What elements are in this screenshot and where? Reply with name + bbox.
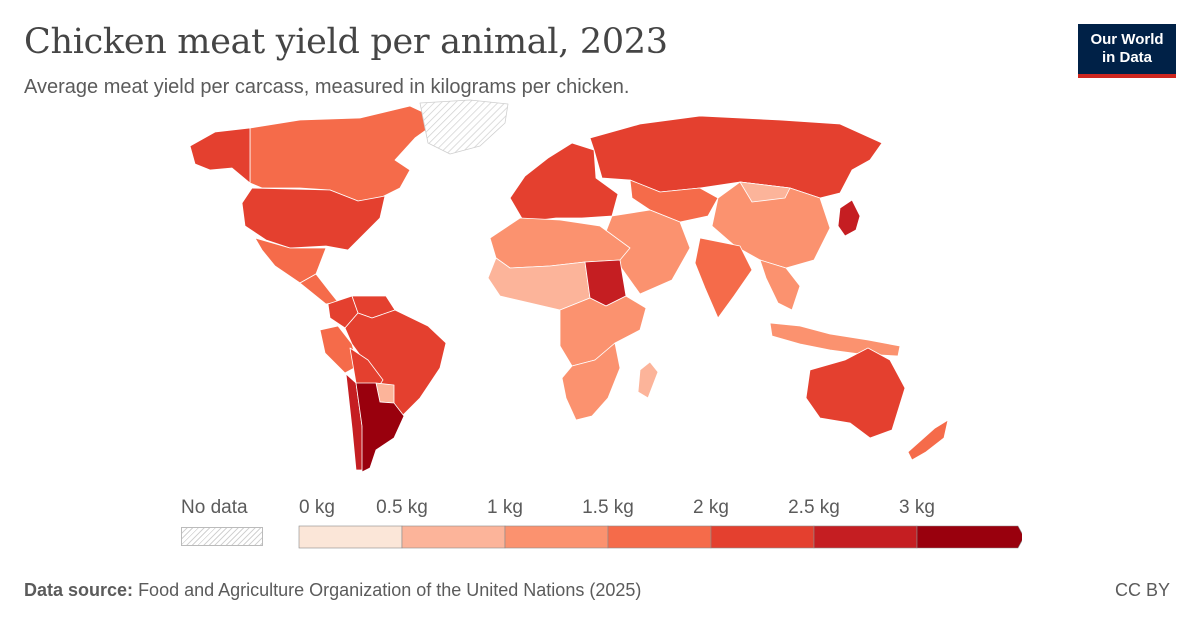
logo-line-1: Our World xyxy=(1090,31,1164,48)
region-europe[interactable] xyxy=(509,142,619,223)
region-united-states[interactable] xyxy=(241,187,386,251)
legend-bin-1[interactable] xyxy=(401,525,506,549)
legend-bin-2[interactable] xyxy=(504,525,609,549)
region-russia[interactable] xyxy=(589,115,883,199)
world-map xyxy=(189,99,949,473)
chart-subtitle: Average meat yield per carcass, measured… xyxy=(24,76,630,98)
region-central-africa[interactable] xyxy=(559,295,647,367)
region-mongolia[interactable] xyxy=(739,181,791,203)
region-new-zealand[interactable] xyxy=(907,419,949,461)
region-brazil[interactable] xyxy=(344,309,447,421)
region-southern-africa[interactable] xyxy=(561,342,621,421)
legend-tick-5: 2.5 kg xyxy=(788,497,840,518)
region-southeast-asia[interactable] xyxy=(759,259,801,311)
legend-bin-5[interactable] xyxy=(813,525,918,549)
legend-bin-3[interactable] xyxy=(607,525,712,549)
region-japan[interactable] xyxy=(837,199,861,237)
legend-color-bar xyxy=(298,525,1022,549)
region-alaska[interactable] xyxy=(189,127,251,184)
region-australia[interactable] xyxy=(805,347,906,439)
legend-no-data-swatch xyxy=(181,527,263,546)
legend-tick-0: 0 kg xyxy=(299,497,335,518)
logo-line-2: in Data xyxy=(1101,49,1152,66)
legend-tick-6: 3 kg xyxy=(899,497,935,518)
region-madagascar[interactable] xyxy=(637,361,659,399)
legend-bin-0[interactable] xyxy=(298,525,403,549)
chart-title: Chicken meat yield per animal, 2023 xyxy=(24,22,668,62)
region-central-asia[interactable] xyxy=(629,179,719,223)
region-greenland[interactable] xyxy=(419,99,509,155)
legend-tick-4: 2 kg xyxy=(693,497,729,518)
region-central-america[interactable] xyxy=(299,273,339,305)
owid-logo[interactable]: Our World in Data xyxy=(1078,24,1176,78)
region-canada[interactable] xyxy=(249,105,441,202)
region-india[interactable] xyxy=(694,237,753,319)
region-argentina[interactable] xyxy=(355,382,405,473)
legend-tick-1: 0.5 kg xyxy=(376,497,428,518)
region-indonesia[interactable] xyxy=(769,322,901,357)
license-link[interactable]: CC BY xyxy=(1114,580,1170,600)
legend-bin-6[interactable] xyxy=(916,525,1022,549)
data-source-label: Data source: xyxy=(24,580,134,600)
legend-tick-3: 1.5 kg xyxy=(582,497,634,518)
legend-no-data-label: No data xyxy=(181,497,248,518)
data-source: Data source: Food and Agriculture Organi… xyxy=(24,580,641,601)
legend-bin-4[interactable] xyxy=(710,525,815,549)
data-source-text: Food and Agriculture Organization of the… xyxy=(138,580,642,600)
legend-tick-2: 1 kg xyxy=(487,497,523,518)
